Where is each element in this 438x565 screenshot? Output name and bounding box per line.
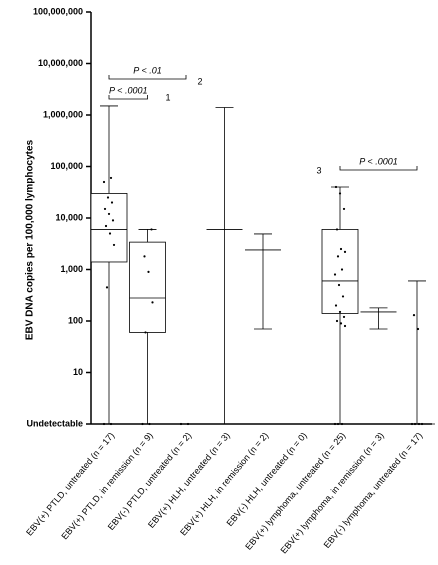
data-point (335, 228, 339, 231)
data-point (337, 283, 341, 287)
data-point (340, 268, 344, 271)
data-point (186, 422, 190, 426)
data-point (104, 224, 108, 228)
marker-label: 2 (197, 76, 202, 86)
data-point (111, 219, 115, 222)
data-point (108, 232, 112, 235)
marker-label: 1 (165, 92, 170, 102)
data-point (339, 247, 343, 251)
data-point (340, 422, 344, 426)
y-tick-label: 100 (68, 315, 83, 325)
data-point (420, 422, 424, 426)
data-point (336, 422, 340, 426)
y-tick-label: 10 (73, 367, 83, 377)
data-point (338, 310, 342, 314)
box (129, 241, 166, 333)
y-tick-label: 100,000,000 (33, 6, 83, 16)
x-tick-label: EBV(-) HLH, untreated (n = 0) (224, 430, 308, 528)
data-point (343, 324, 347, 328)
x-tick-label: EBV(+) HLH, untreated (n = 3) (146, 430, 232, 530)
comparison-bracket (108, 75, 187, 80)
comparison-label: P < .01 (133, 65, 161, 75)
comparison-label: P < .0001 (109, 85, 147, 95)
data-point (150, 228, 153, 231)
data-point (179, 422, 183, 426)
data-point (341, 295, 345, 298)
data-point (342, 207, 346, 211)
data-point (339, 322, 343, 325)
y-tick-label: 100,000 (50, 161, 83, 171)
data-point (333, 273, 337, 276)
data-point (417, 422, 421, 426)
data-point (106, 196, 110, 199)
data-point (333, 422, 337, 426)
data-point (334, 304, 338, 307)
data-point (335, 319, 339, 323)
data-point (343, 250, 347, 253)
data-point (109, 422, 113, 426)
data-point (338, 192, 342, 195)
marker-circle (312, 163, 326, 177)
data-point (102, 422, 106, 426)
data-point (148, 422, 151, 426)
data-point (413, 422, 417, 426)
y-tick-label: 10,000,000 (38, 58, 83, 68)
data-point (342, 315, 346, 319)
data-point (112, 243, 116, 247)
y-tick-label: Undetectable (26, 418, 83, 428)
marker-label: 3 (316, 165, 321, 175)
data-point (107, 212, 111, 216)
data-point (412, 314, 416, 317)
data-point (105, 286, 109, 289)
data-point (151, 301, 154, 304)
comparison-bracket (339, 166, 418, 171)
data-point (147, 270, 150, 273)
y-axis-label: EBV DNA copies per 100,000 lymphocytes (25, 139, 36, 340)
data-point (144, 331, 147, 334)
box (90, 193, 128, 263)
comparison-label: P < .0001 (359, 156, 397, 166)
marker-circle (193, 74, 207, 88)
data-point (103, 207, 107, 211)
data-point (141, 422, 144, 426)
data-point (410, 422, 414, 426)
comparison-bracket (108, 95, 148, 100)
data-point (416, 327, 420, 331)
data-point (336, 255, 340, 258)
y-tick-label: 10,000 (55, 212, 83, 222)
data-point (109, 176, 113, 180)
data-point (334, 185, 338, 189)
box (321, 229, 359, 314)
marker-circle (161, 90, 175, 104)
data-point (102, 180, 106, 184)
data-point (110, 201, 114, 204)
y-tick-label: 1,000,000 (43, 109, 83, 119)
y-tick-label: 1,000 (60, 264, 83, 274)
x-tick-label: EBV(-) PTLD, untreated (n = 2) (106, 430, 194, 532)
data-point (143, 255, 146, 258)
